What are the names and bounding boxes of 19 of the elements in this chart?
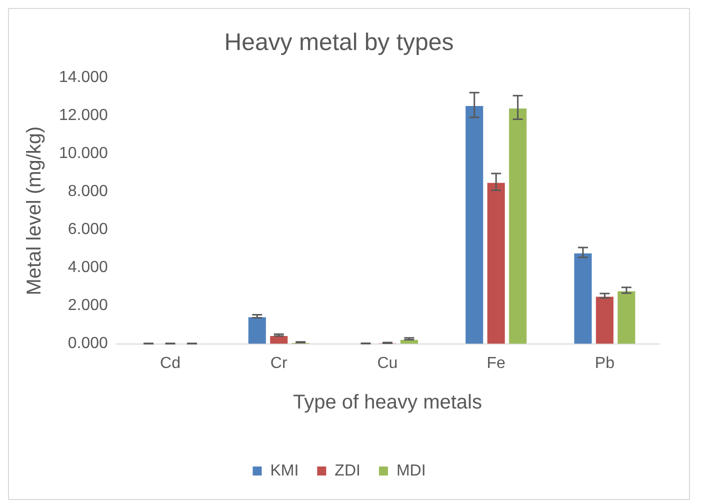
y-tick-label: 14.000 <box>59 69 108 86</box>
y-tick-label: 6.000 <box>68 221 108 238</box>
y-tick-label: 2.000 <box>68 297 108 314</box>
y-tick-label: 12.000 <box>59 107 108 124</box>
y-tick-label: 8.000 <box>68 183 108 200</box>
y-tick-label: 0.000 <box>68 335 108 352</box>
y-axis-title: Metal level (mg/kg) <box>24 126 46 296</box>
legend-label: MDI <box>396 462 426 480</box>
x-axis-title: Type of heavy metals <box>292 392 482 414</box>
x-tick-label: Cu <box>377 354 398 372</box>
x-tick-label: Cd <box>160 354 180 372</box>
y-tick-label: 4.000 <box>68 259 108 276</box>
chart-title: Heavy metal by types <box>224 29 454 56</box>
legend-label: KMI <box>270 462 299 480</box>
x-tick-label: Fe <box>486 354 506 372</box>
y-tick-label: 10.000 <box>59 145 108 162</box>
x-tick-label: Cr <box>270 354 288 372</box>
x-tick-label: Pb <box>594 354 615 372</box>
legend-label: ZDI <box>334 462 360 480</box>
